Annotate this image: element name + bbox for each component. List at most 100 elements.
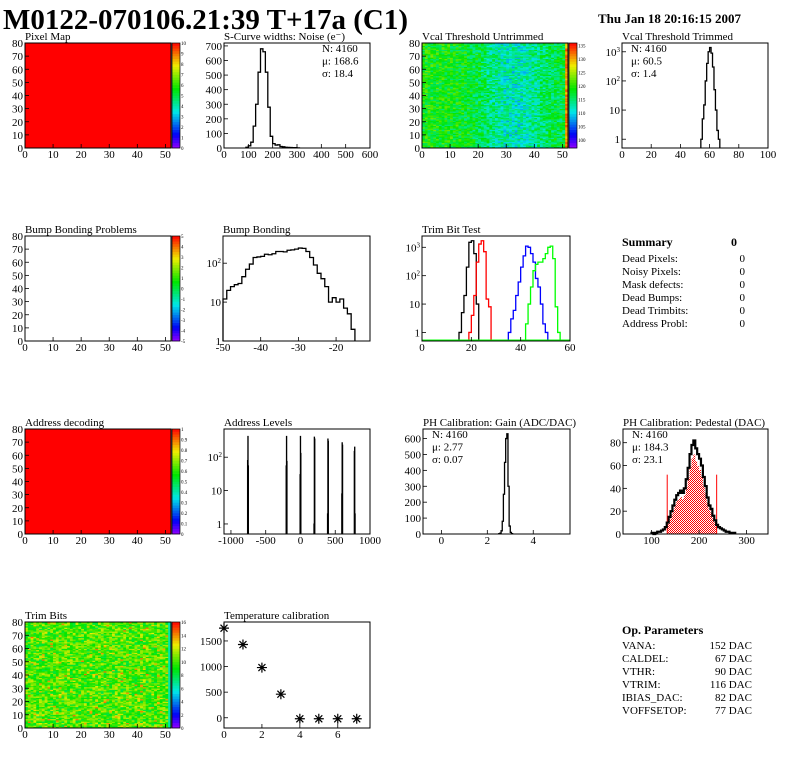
heatmap-cell	[537, 46, 541, 49]
heatmap-cell	[506, 58, 510, 61]
colorbar-segment	[569, 124, 577, 128]
heatmap-cell	[517, 116, 521, 119]
heatmap-cell	[447, 117, 451, 120]
heatmap-cell	[506, 107, 510, 109]
heatmap-cell	[472, 138, 476, 141]
heatmap-cell	[483, 75, 487, 78]
heatmap-cell	[433, 117, 437, 120]
heatmap-cell	[503, 77, 507, 79]
heatmap-cell	[478, 128, 482, 130]
heatmap-cell	[497, 127, 501, 129]
heatmap-cell	[458, 127, 462, 129]
heatmap-cell	[506, 137, 510, 140]
heatmap-cell	[480, 108, 485, 111]
heatmap-cell	[464, 67, 468, 70]
heatmap-cell	[492, 85, 496, 87]
y-tick-label: 10	[12, 323, 24, 335]
heatmap-cell	[461, 96, 465, 99]
heatmap-cell	[562, 124, 566, 126]
heatmap-cell	[534, 57, 538, 60]
heatmap-cell	[438, 106, 442, 108]
heatmap-cell	[537, 70, 541, 73]
heatmap-cell	[30, 708, 34, 710]
heatmap-cell	[500, 67, 504, 70]
heatmap-cell	[455, 74, 459, 77]
heatmap-cell	[562, 140, 566, 142]
heatmap-cell	[452, 69, 456, 71]
heatmap-cell	[427, 91, 431, 94]
heatmap-cell	[539, 137, 544, 140]
heatmap-cell	[489, 82, 493, 84]
heatmap-cell	[455, 121, 459, 124]
heatmap-cell	[422, 142, 426, 145]
heatmap-cell	[492, 100, 496, 103]
heatmap-cell	[531, 88, 535, 91]
heatmap-cell	[509, 138, 513, 141]
heatmap-cell	[551, 121, 555, 124]
heatmap-cell	[25, 706, 29, 709]
heatmap-cell	[539, 60, 544, 62]
op-params-title: Op. Parameters	[622, 623, 704, 637]
heatmap-cell	[489, 44, 493, 46]
x-tick-label: 20	[76, 535, 88, 547]
heatmap-cell	[452, 43, 456, 45]
colorbar-tick-label: 1	[181, 137, 184, 142]
heatmap-cell	[478, 137, 482, 140]
heatmap-cell	[489, 99, 493, 102]
heatmap-cell	[478, 109, 482, 112]
heatmap-cell	[545, 133, 549, 136]
heatmap-cell	[509, 53, 513, 56]
heatmap-cell	[539, 62, 544, 65]
heatmap-cell	[475, 86, 479, 88]
heatmap-cell	[422, 56, 426, 58]
heatmap-cell	[525, 108, 529, 111]
x-tick-label: 30	[501, 149, 513, 161]
heatmap-cell	[551, 56, 555, 58]
heatmap-cell	[469, 134, 473, 137]
heatmap-cell	[444, 92, 448, 95]
heatmap-cell	[531, 116, 535, 119]
heatmap-cell	[475, 115, 479, 117]
heatmap-cell	[424, 124, 428, 126]
heatmap-cell	[503, 115, 507, 117]
heatmap-cell	[450, 104, 454, 107]
heatmap-cell	[528, 96, 532, 99]
heatmap-cell	[489, 66, 493, 69]
heatmap-cell	[430, 60, 434, 62]
heatmap-cell	[483, 108, 487, 111]
colorbar-segment	[172, 111, 180, 115]
heatmap-cell	[25, 681, 29, 684]
heatmap-cell	[464, 123, 468, 125]
heatmap-cell	[438, 62, 442, 65]
heatmap-cell	[528, 128, 532, 130]
heatmap-cell	[525, 99, 529, 102]
heatmap-cell	[525, 125, 529, 128]
heatmap-cell	[469, 48, 473, 50]
heatmap-cell	[447, 43, 451, 45]
heatmap-cell	[511, 136, 515, 138]
y-tick-label: 0	[18, 143, 24, 155]
heatmap-cell	[531, 73, 535, 75]
heatmap-cell	[562, 145, 566, 147]
heatmap-cell	[551, 125, 555, 128]
heatmap-cell	[461, 100, 465, 103]
heatmap-cell	[466, 116, 471, 119]
heatmap-cell	[483, 129, 487, 132]
heatmap-cell	[495, 54, 499, 57]
heatmap-cell	[436, 98, 440, 100]
heatmap-cell	[422, 60, 426, 62]
heatmap-cell	[534, 96, 538, 99]
heatmap-cell	[478, 96, 482, 99]
heatmap-cell	[517, 71, 521, 74]
heatmap-cell	[553, 129, 558, 132]
heatmap-cell	[25, 693, 29, 696]
heatmap-cell	[556, 141, 560, 144]
heatmap-cell	[436, 136, 440, 138]
heatmap-cell	[548, 61, 552, 63]
heatmap-cell	[528, 138, 532, 141]
heatmap-cell	[503, 60, 507, 62]
heatmap-cell	[500, 133, 504, 136]
heatmap-cell	[489, 67, 493, 70]
colorbar-segment	[172, 478, 180, 482]
heatmap-cell	[441, 117, 445, 120]
